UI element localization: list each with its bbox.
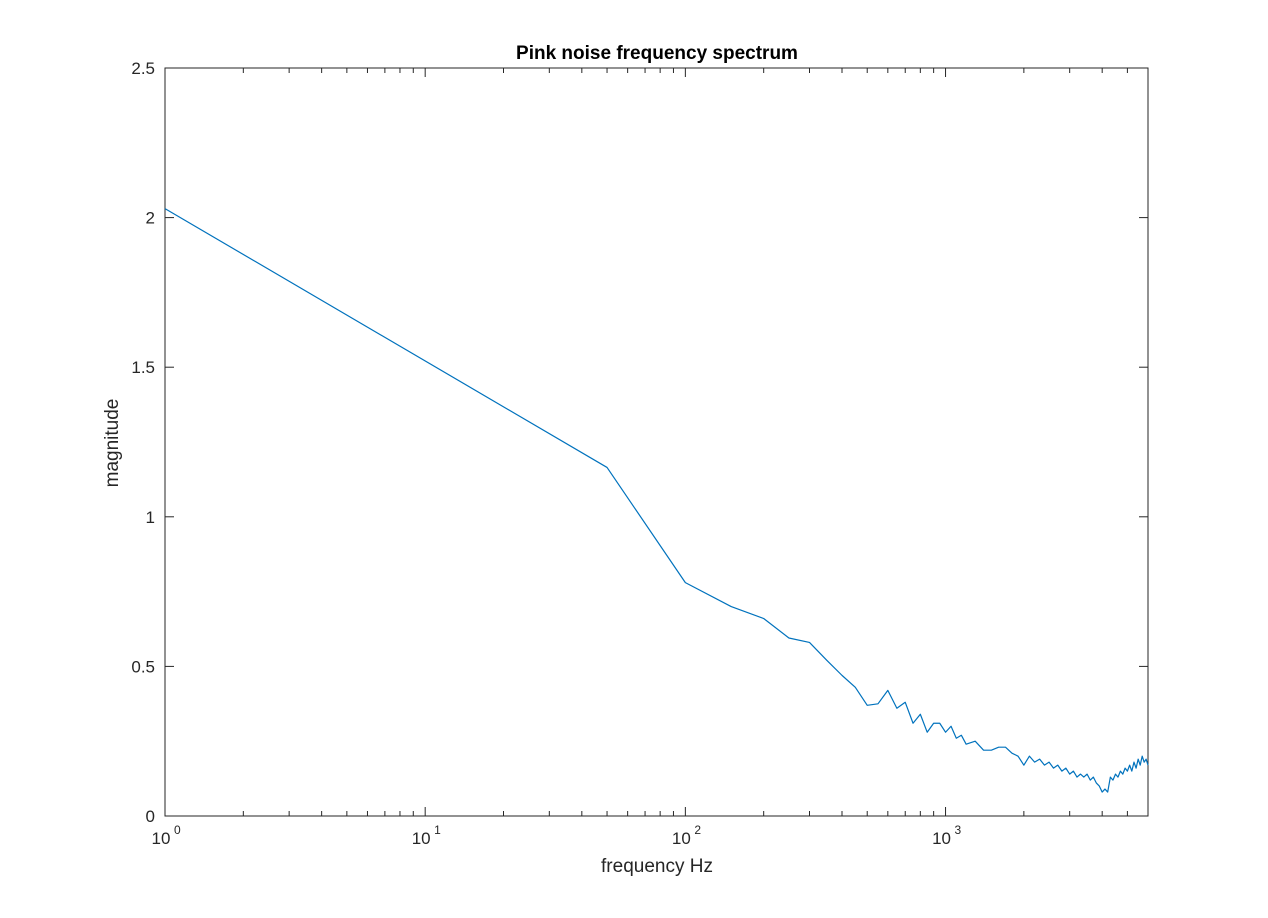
chart-title: Pink noise frequency spectrum [516,43,798,64]
y-axis-label: magnitude [102,399,123,488]
x-axis-ticks: 10 0 10 1 10 2 10 3 [152,68,1149,848]
x-tick-label-exponent: 0 [174,823,181,837]
axes-box [164,67,1149,817]
y-tick-label: 0 [146,807,155,826]
x-tick-label: 10 [932,829,951,848]
y-tick-label: 1 [146,508,155,527]
x-tick-label: 10 [412,829,431,848]
y-tick-label: 0.5 [131,657,155,676]
y-tick-label: 2 [146,209,155,228]
plot-area [164,67,1149,817]
x-tick-label: 10 [152,829,171,848]
y-axis-ticks: 0 0.5 1 1.5 2 2.5 [131,59,1148,826]
y-tick-label: 1.5 [131,358,155,377]
series-line-0 [164,208,1149,793]
y-tick-label: 2.5 [131,59,155,78]
x-axis-label: frequency Hz [601,856,713,877]
x-tick-label: 10 [672,829,691,848]
x-tick-label-exponent: 2 [694,823,701,837]
x-tick-label-exponent: 1 [434,823,441,837]
x-tick-label-exponent: 3 [955,823,962,837]
